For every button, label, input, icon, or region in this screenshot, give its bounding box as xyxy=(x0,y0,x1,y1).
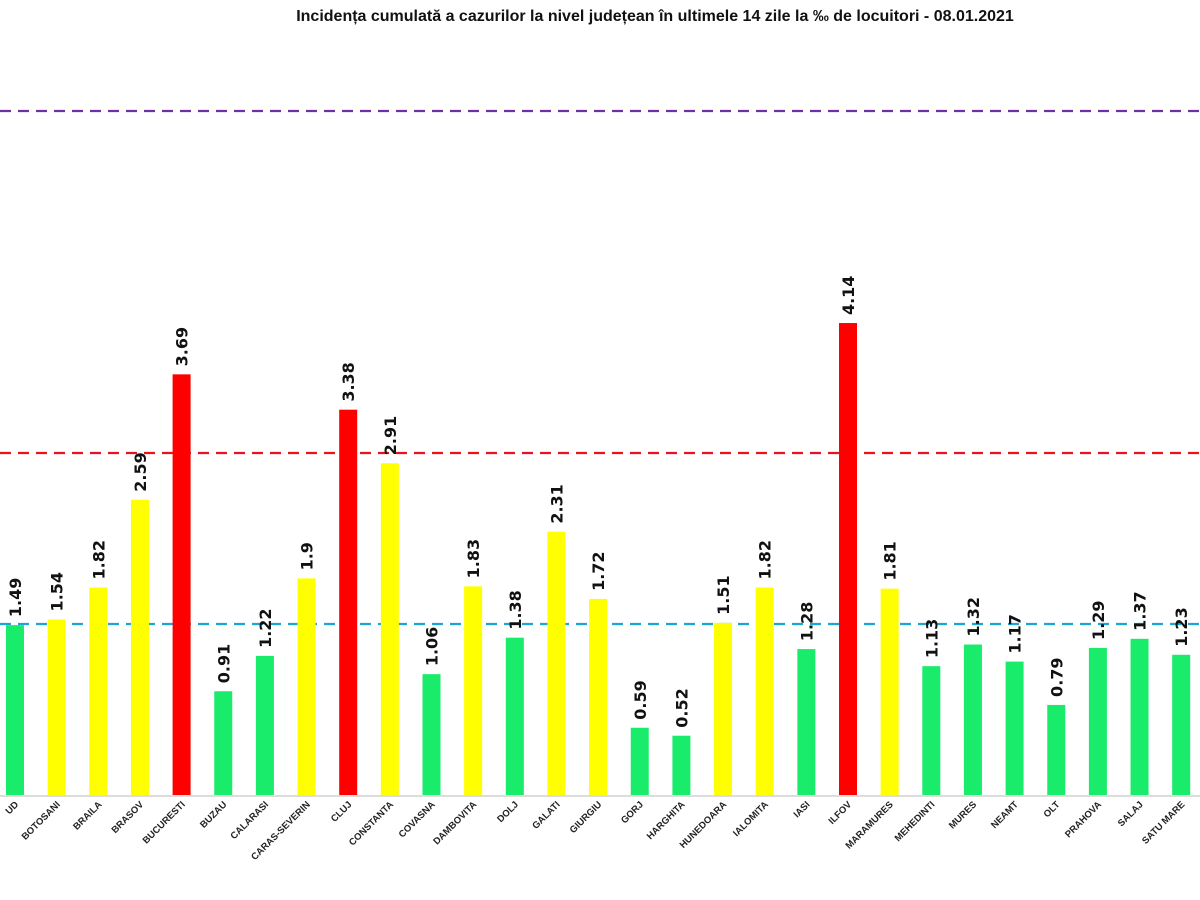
x-tick-label: GIURGIU xyxy=(568,799,605,836)
bar xyxy=(1047,704,1066,795)
data-label: 1.82 xyxy=(756,540,775,579)
data-label: 4.14 xyxy=(839,276,858,315)
bar xyxy=(89,587,108,795)
x-tick-label: ILFOV xyxy=(827,799,855,827)
bar xyxy=(1088,647,1107,795)
bar xyxy=(922,666,941,795)
x-tick-label: IALOMITA xyxy=(731,799,771,839)
bar xyxy=(630,727,649,795)
data-label: 2.31 xyxy=(547,484,566,523)
data-label: 1.32 xyxy=(964,597,983,636)
chart-title: Incidența cumulată a cazurilor la nivel … xyxy=(296,8,1014,25)
x-tick-label: BUCURESTI xyxy=(141,799,188,846)
bar xyxy=(880,588,899,795)
data-label: 1.83 xyxy=(464,539,483,578)
data-label: 1.82 xyxy=(89,540,108,579)
data-label: 1.37 xyxy=(1131,591,1150,630)
x-tick-label: HARGHITA xyxy=(645,799,688,842)
data-label: 1.51 xyxy=(714,575,733,614)
bar xyxy=(755,587,774,795)
bar xyxy=(339,409,358,795)
data-label: 1.22 xyxy=(256,608,275,647)
bar xyxy=(672,735,691,795)
x-tick-label: CLUJ xyxy=(329,799,354,824)
bar xyxy=(839,323,857,795)
bar xyxy=(1130,638,1149,795)
data-label: 2.59 xyxy=(131,452,150,491)
data-label: 1.29 xyxy=(1089,600,1108,639)
data-label: 3.38 xyxy=(339,362,358,401)
bar xyxy=(963,644,982,795)
data-label: 1.28 xyxy=(797,602,816,641)
bar xyxy=(589,598,608,795)
x-tick-label: UD xyxy=(4,799,22,817)
data-label: 1.06 xyxy=(423,627,442,666)
x-tick-label: MEHEDINTI xyxy=(893,799,938,844)
x-tick-label: PRAHOVA xyxy=(1063,799,1104,840)
data-label: 3.69 xyxy=(173,327,192,366)
bar xyxy=(297,578,316,795)
data-label: 1.49 xyxy=(6,578,25,617)
x-tick-label: CONSTANTA xyxy=(347,799,396,848)
x-tick-label: GALATI xyxy=(530,799,562,831)
bar xyxy=(714,622,733,795)
x-tick-label: DAMBOVITA xyxy=(431,799,479,847)
bar xyxy=(214,691,233,795)
data-label: 1.17 xyxy=(1006,614,1025,653)
data-label: 0.91 xyxy=(214,644,233,683)
x-tick-label: BOTOSANI xyxy=(20,799,63,842)
x-tick-label: OLT xyxy=(1042,799,1063,820)
bar xyxy=(422,674,441,795)
x-tick-label: BRASOV xyxy=(110,799,147,836)
bar xyxy=(172,374,191,795)
data-label: 0.59 xyxy=(631,680,650,719)
bar xyxy=(380,463,399,795)
data-label: 1.9 xyxy=(298,542,317,570)
data-label: 1.13 xyxy=(922,619,941,658)
x-tick-label: GORJ xyxy=(619,799,646,826)
x-tick-label: NEAMT xyxy=(989,799,1021,831)
bar xyxy=(1172,654,1191,795)
bar xyxy=(255,655,274,795)
x-tick-label: IASI xyxy=(792,799,813,820)
data-label: 0.79 xyxy=(1047,657,1066,696)
data-label: 2.91 xyxy=(381,416,400,455)
bar xyxy=(1005,661,1024,795)
bar xyxy=(130,499,149,795)
x-tick-label: BUZAU xyxy=(198,799,229,830)
bar xyxy=(797,649,816,795)
x-tick-label: MURES xyxy=(947,799,979,831)
x-tick-label: BRAILA xyxy=(71,799,104,832)
x-tick-label: SATU MARE xyxy=(1140,799,1187,846)
x-tick-label: SALAJ xyxy=(1116,799,1146,829)
x-tick-label: CALARASI xyxy=(229,799,271,841)
data-label: 1.38 xyxy=(506,590,525,629)
data-label: 0.52 xyxy=(672,688,691,727)
bar xyxy=(464,586,483,795)
bar xyxy=(47,619,66,795)
data-label: 1.72 xyxy=(589,551,608,590)
data-label: 1.54 xyxy=(48,572,67,611)
x-tick-label: DOLJ xyxy=(495,799,521,825)
bar xyxy=(547,531,566,795)
bar xyxy=(505,637,524,795)
data-label: 1.81 xyxy=(881,541,900,580)
x-tick-label: COVASNA xyxy=(397,799,438,840)
data-label: 1.23 xyxy=(1172,607,1191,646)
bar xyxy=(6,625,24,795)
